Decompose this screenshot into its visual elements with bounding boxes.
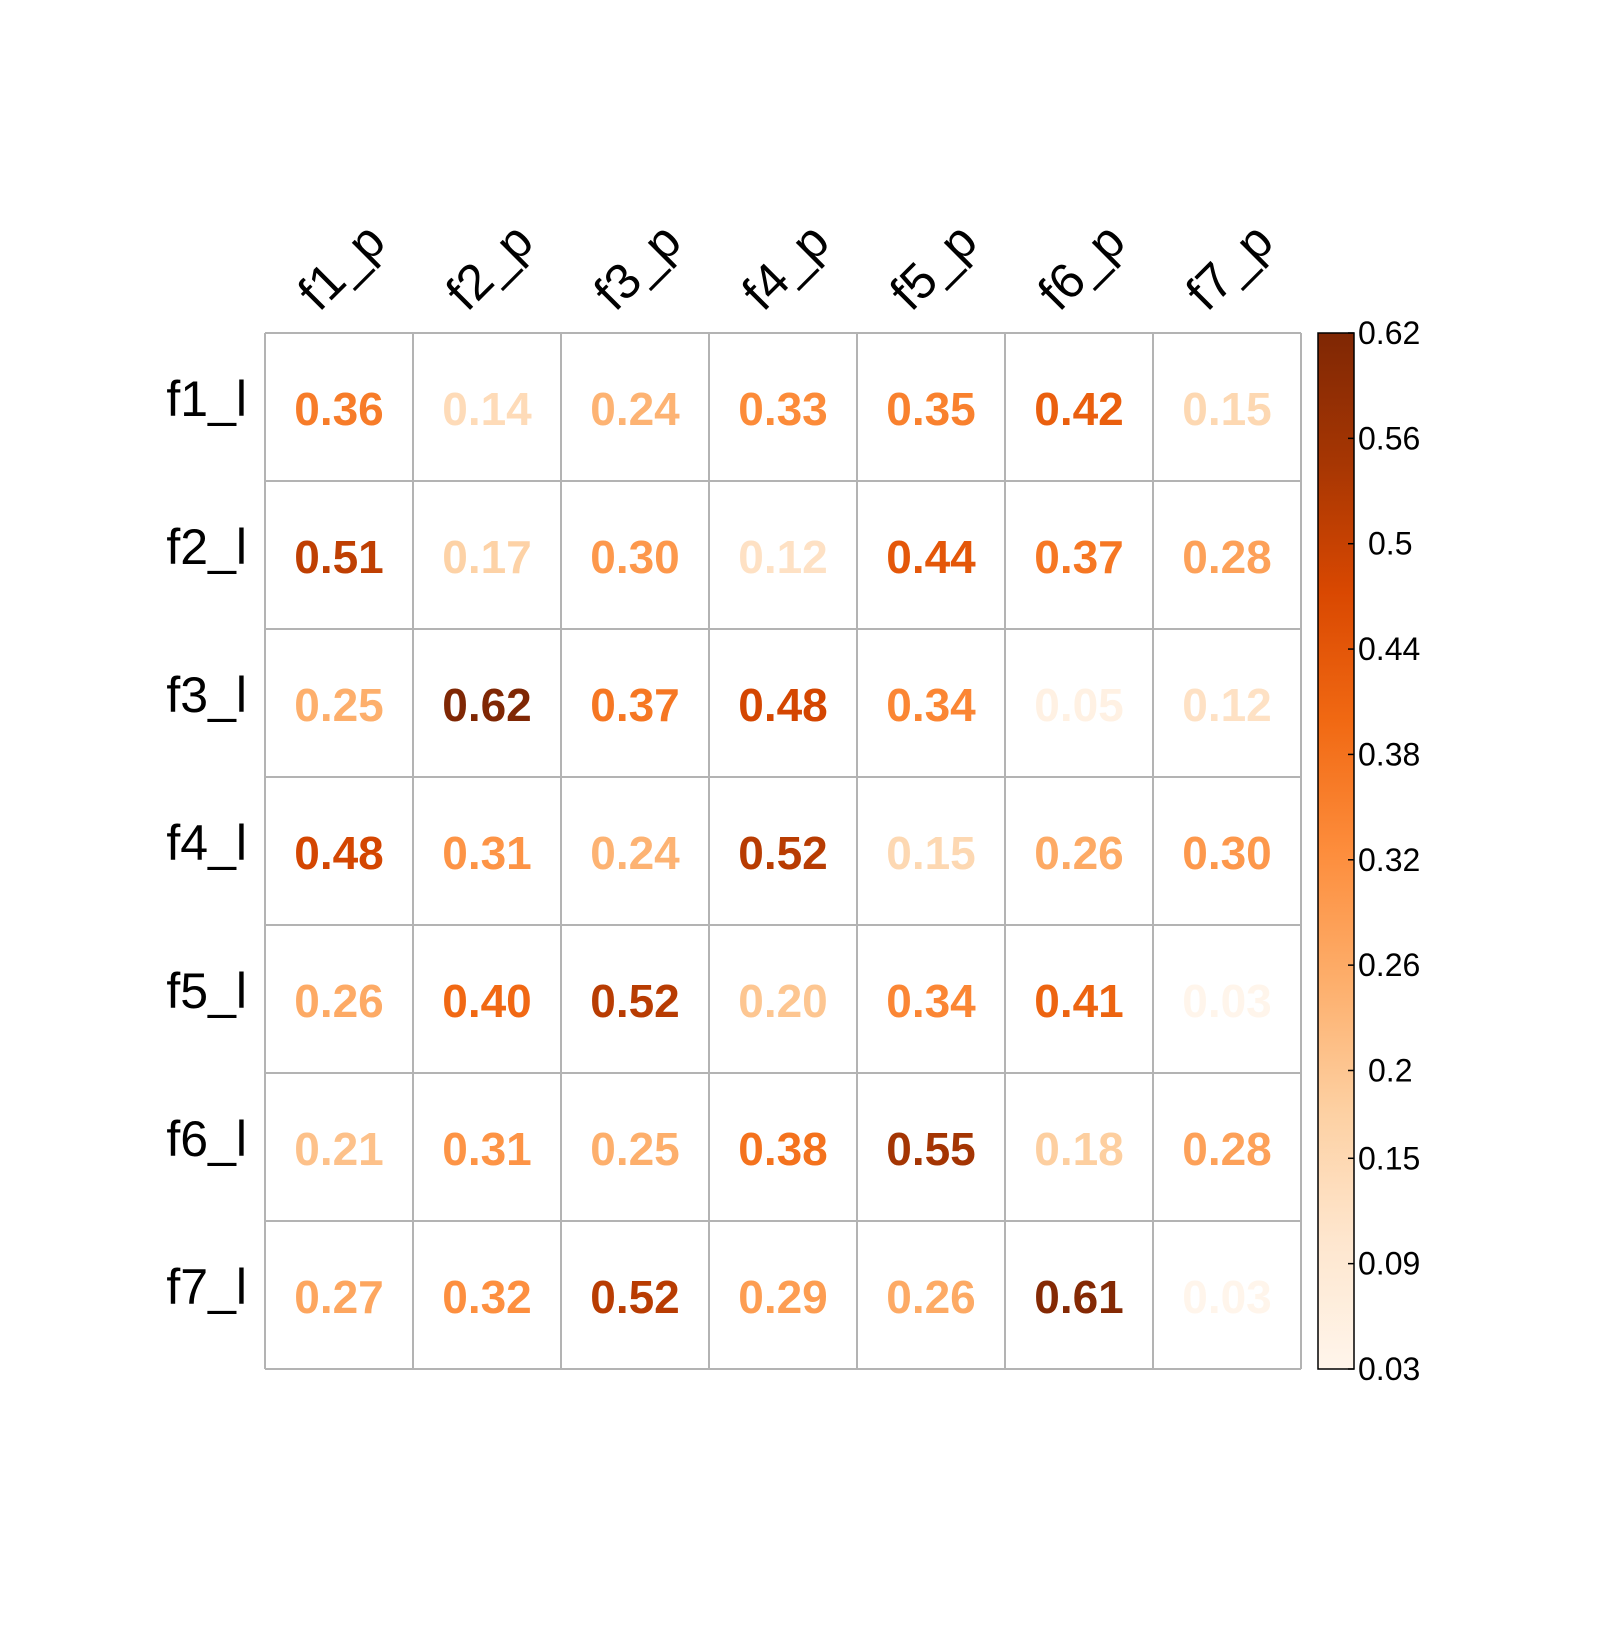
column-label: f3_p	[583, 212, 691, 320]
colorbar-tick-label: 0.09	[1358, 1246, 1420, 1282]
colorbar-tick-label: 0.32	[1358, 842, 1420, 878]
cell-value: 0.31	[442, 1123, 532, 1175]
cell-value: 0.40	[442, 975, 532, 1027]
row-labels: f1_l f2_l f3_l f4_l f5_l f6_l f7_l	[166, 371, 247, 1315]
colorbar-gradient	[1317, 332, 1355, 1370]
cell-value: 0.28	[1182, 1123, 1272, 1175]
colorbar: 0.62 0.56 0.5 0.44 0.38 0.32 0.26 0.2 0.15 0.09 0.…	[1317, 315, 1420, 1387]
plot-background	[265, 333, 1301, 1369]
cell-value: 0.34	[886, 679, 976, 731]
cell-value: 0.37	[590, 679, 680, 731]
cell-value: 0.27	[294, 1271, 384, 1323]
colorbar-tick-label: 0.2	[1368, 1052, 1412, 1088]
cell-value: 0.51	[294, 531, 384, 583]
heatmap-cells: 0.36 0.14 0.24 0.33 0.35 0.42 0.15 0.51 0.17 0.30…	[265, 333, 1301, 1369]
cell-value: 0.28	[1182, 531, 1272, 583]
column-label: f5_p	[879, 212, 987, 320]
cell-value: 0.31	[442, 827, 532, 879]
cell-value: 0.05	[1034, 679, 1124, 731]
cell-value: 0.32	[442, 1271, 532, 1323]
cell-value: 0.41	[1034, 975, 1124, 1027]
colorbar-tick-label: 0.03	[1358, 1351, 1420, 1387]
cell-value: 0.37	[1034, 531, 1124, 583]
colorbar-tick-label: 0.38	[1358, 736, 1420, 772]
colorbar-tick-label: 0.5	[1368, 526, 1412, 562]
cell-value: 0.26	[1034, 827, 1124, 879]
cell-value: 0.03	[1182, 1271, 1272, 1323]
column-label: f1_p	[287, 212, 395, 320]
cell-value: 0.61	[1034, 1271, 1124, 1323]
cell-value: 0.12	[738, 531, 828, 583]
column-label: f7_p	[1175, 212, 1283, 320]
column-label: f6_p	[1027, 212, 1135, 320]
row-label: f3_l	[166, 667, 247, 723]
cell-value: 0.35	[886, 383, 976, 435]
cell-value: 0.03	[1182, 975, 1272, 1027]
grid-lines	[264, 332, 1302, 1370]
cell-value: 0.24	[590, 383, 680, 435]
cell-value: 0.52	[590, 1271, 680, 1323]
cell-value: 0.15	[1182, 383, 1272, 435]
cell-value: 0.38	[738, 1123, 828, 1175]
colorbar-tick-label: 0.26	[1358, 947, 1420, 983]
cell-value: 0.34	[886, 975, 976, 1027]
cell-value: 0.17	[442, 531, 532, 583]
cell-value: 0.14	[442, 383, 532, 435]
colorbar-tick-label: 0.15	[1358, 1140, 1420, 1176]
cell-value: 0.62	[442, 679, 532, 731]
colorbar-tick-label: 0.62	[1358, 315, 1420, 351]
cell-value: 0.26	[294, 975, 384, 1027]
cell-value: 0.52	[738, 827, 828, 879]
cell-value: 0.30	[590, 531, 680, 583]
row-label: f5_l	[166, 963, 247, 1019]
cell-value: 0.30	[1182, 827, 1272, 879]
cell-value: 0.12	[1182, 679, 1272, 731]
colorbar-tick-label: 0.44	[1358, 631, 1420, 667]
colorbar-tick-label: 0.56	[1358, 420, 1420, 456]
cell-value: 0.26	[886, 1271, 976, 1323]
cell-value: 0.55	[886, 1123, 976, 1175]
row-label: f4_l	[166, 815, 247, 871]
cell-value: 0.42	[1034, 383, 1124, 435]
cell-value: 0.24	[590, 827, 680, 879]
cell-value: 0.48	[294, 827, 384, 879]
cell-value: 0.20	[738, 975, 828, 1027]
row-label: f6_l	[166, 1111, 247, 1167]
cell-value: 0.52	[590, 975, 680, 1027]
row-label: f2_l	[166, 519, 247, 575]
cell-value: 0.33	[738, 383, 828, 435]
column-label: f2_p	[435, 212, 543, 320]
cell-value: 0.44	[886, 531, 976, 583]
column-label: f4_p	[731, 212, 839, 320]
cell-value: 0.21	[294, 1123, 384, 1175]
row-label: f1_l	[166, 371, 247, 427]
cell-value: 0.25	[294, 679, 384, 731]
cell-value: 0.36	[294, 383, 384, 435]
row-label: f7_l	[166, 1259, 247, 1315]
cell-value: 0.25	[590, 1123, 680, 1175]
cell-value: 0.15	[886, 827, 976, 879]
cell-value: 0.29	[738, 1271, 828, 1323]
cell-value: 0.18	[1034, 1123, 1124, 1175]
cell-value: 0.48	[738, 679, 828, 731]
column-labels: f1_p f2_p f3_p f4_p f5_p f6_p f7_p	[287, 212, 1283, 320]
